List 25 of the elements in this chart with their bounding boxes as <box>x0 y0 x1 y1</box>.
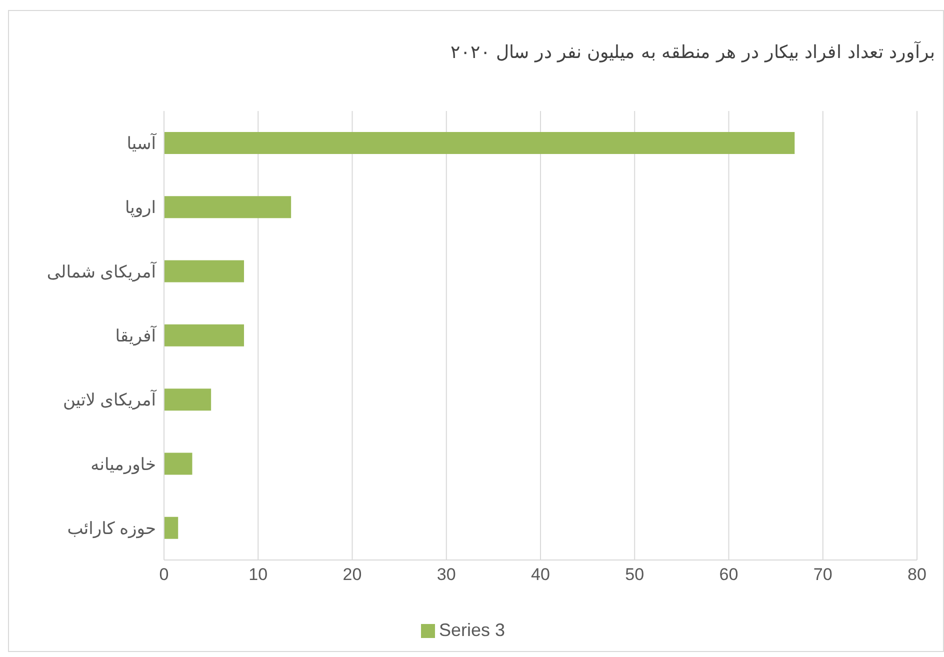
bar <box>164 388 212 411</box>
x-tick-label: 10 <box>248 565 268 584</box>
y-tick-label: خاورمیانه <box>90 454 156 475</box>
legend-label: Series 3 <box>438 620 506 640</box>
bar <box>164 196 292 218</box>
x-tick-label: 40 <box>531 565 550 584</box>
y-tick-label: آمریکای شمالی <box>46 261 158 282</box>
y-tick-label: آسیا <box>126 133 158 154</box>
bar <box>164 516 178 539</box>
y-tick-label: آمریکای لاتین <box>62 390 158 411</box>
x-tick-label: 30 <box>436 565 456 584</box>
x-tick-label: 50 <box>625 565 644 584</box>
bar <box>164 132 795 154</box>
bar <box>164 260 244 282</box>
x-tick-label: 80 <box>908 565 926 584</box>
x-tick-label: 20 <box>342 565 362 584</box>
x-tick-label: 0 <box>159 565 169 584</box>
y-tick-label: اروپا <box>124 198 156 218</box>
chart-title: برآورد تعداد افراد بیکار در هر منطقه به میلیون نفر در سال ۲۰۲۰ <box>450 41 935 63</box>
bar <box>164 452 192 475</box>
y-tick-label: حوزه کارائب <box>67 518 156 539</box>
x-tick-label: 70 <box>813 565 832 584</box>
x-tick-label: 60 <box>719 565 738 584</box>
y-tick-label: آفریقا <box>115 326 158 347</box>
bar <box>164 324 244 346</box>
